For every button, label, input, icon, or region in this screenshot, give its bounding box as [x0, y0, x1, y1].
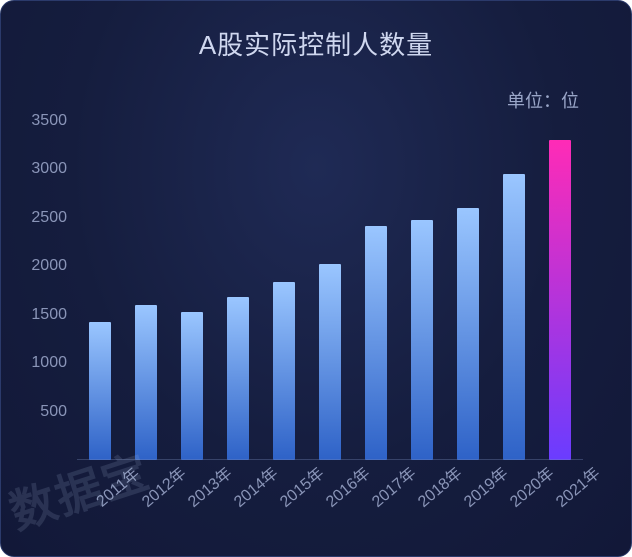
bar-highlight	[549, 140, 571, 460]
x-axis-baseline	[77, 459, 583, 460]
unit-label: 单位：位	[507, 87, 579, 113]
x-tick-label: 2013年	[181, 460, 236, 512]
y-tick-label: 500	[40, 403, 77, 421]
y-tick-label: 2500	[31, 209, 77, 227]
bars-container	[77, 121, 583, 460]
y-tick-label: 1000	[31, 354, 77, 372]
x-tick-label: 2014年	[227, 460, 282, 512]
x-tick-label: 2021年	[549, 460, 604, 512]
x-tick-label: 2019年	[457, 460, 512, 512]
bar	[135, 305, 157, 460]
x-tick-label: 2017年	[365, 460, 420, 512]
x-tick-label: 2012年	[135, 460, 190, 512]
x-tick-label: 2015年	[273, 460, 328, 512]
x-tick-label: 2016年	[319, 460, 374, 512]
x-tick-label: 2018年	[411, 460, 466, 512]
x-tick-label: 2020年	[503, 460, 558, 512]
chart-card: A股实际控制人数量 单位：位 5001000150020002500300035…	[0, 0, 632, 557]
chart-title: A股实际控制人数量	[1, 25, 631, 62]
y-tick-label: 3000	[31, 160, 77, 178]
x-labels-container: 2011年2012年2013年2014年2015年2016年2017年2018年…	[77, 466, 583, 536]
bar	[227, 297, 249, 460]
bar	[411, 220, 433, 460]
bar	[457, 208, 479, 460]
bar	[273, 282, 295, 460]
bar	[365, 226, 387, 460]
plot-area: 500100015002000250030003500	[77, 121, 583, 460]
y-tick-label: 1500	[31, 306, 77, 324]
bar	[89, 322, 111, 460]
y-tick-label: 3500	[31, 112, 77, 130]
bar	[181, 312, 203, 460]
y-tick-label: 2000	[31, 257, 77, 275]
x-tick-label: 2011年	[90, 461, 144, 512]
